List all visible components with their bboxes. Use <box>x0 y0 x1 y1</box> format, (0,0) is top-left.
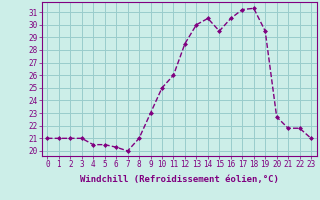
X-axis label: Windchill (Refroidissement éolien,°C): Windchill (Refroidissement éolien,°C) <box>80 175 279 184</box>
